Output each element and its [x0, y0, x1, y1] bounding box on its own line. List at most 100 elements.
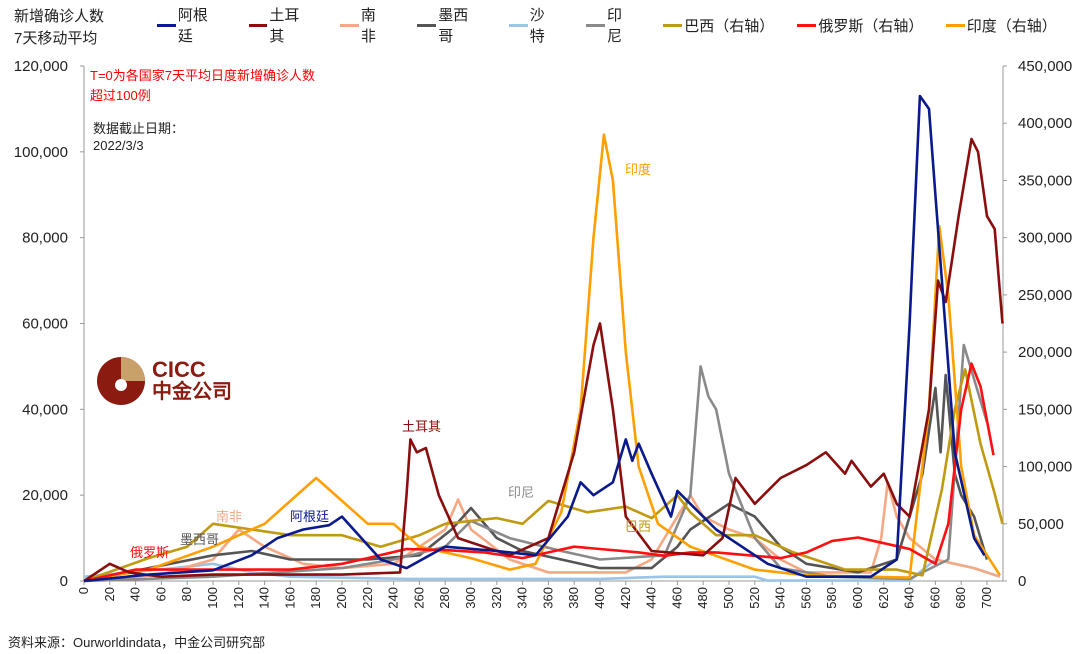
- x-tick-label: 340: [515, 587, 530, 609]
- series-line-7: [83, 362, 995, 583]
- legend-item: 南非: [340, 4, 389, 46]
- x-tick-label: 640: [902, 587, 917, 609]
- legend-swatch: [797, 23, 817, 27]
- title-line1: 新增确诊人数: [14, 8, 105, 25]
- series-line-3: [83, 373, 989, 583]
- x-tick-label: 120: [231, 587, 246, 609]
- legend-label: 巴西（右轴）: [684, 17, 775, 35]
- legend-label: 俄罗斯（右轴）: [818, 17, 924, 35]
- series-label: 巴西: [625, 519, 651, 534]
- right-tick-label: 450,000: [1018, 58, 1072, 75]
- x-tick-label: 100: [205, 587, 220, 609]
- x-tick-label: 0: [76, 587, 91, 594]
- x-tick-label: 400: [592, 587, 607, 609]
- legend-swatch: [586, 23, 605, 27]
- right-tick-label: 150,000: [1018, 401, 1072, 418]
- series-label: 土耳其: [402, 419, 441, 434]
- right-tick-label: 300,000: [1018, 230, 1072, 247]
- legend-label: 沙特: [529, 7, 545, 45]
- x-tick-label: 280: [437, 587, 452, 609]
- x-tick-label: 260: [411, 587, 426, 609]
- x-tick-label: 220: [360, 587, 375, 609]
- logo-cn: 中金公司: [152, 381, 232, 403]
- x-tick-label: 60: [153, 587, 168, 601]
- x-tick-label: 460: [669, 587, 684, 609]
- legend-label: 土耳其: [269, 7, 300, 45]
- series-label: 阿根廷: [290, 509, 329, 524]
- legend-item: 土耳其: [248, 4, 313, 46]
- x-tick-label: 380: [566, 587, 581, 609]
- x-tick-label: 360: [540, 587, 555, 609]
- legend-item: 阿根廷: [157, 4, 221, 46]
- logo-en: CICC: [152, 357, 206, 382]
- right-tick-label: 400,000: [1018, 115, 1072, 132]
- legend-swatch: [945, 23, 965, 27]
- right-tick-label: 0: [1018, 573, 1026, 590]
- x-tick-label: 620: [876, 587, 891, 609]
- legend-label: 南非: [360, 7, 376, 45]
- x-tick-label: 540: [773, 587, 788, 609]
- left-tick-label: 100,000: [14, 144, 68, 161]
- legend-swatch: [508, 23, 528, 27]
- x-tick-label: 300: [463, 587, 478, 609]
- x-tick-label: 40: [128, 587, 143, 601]
- legend-swatch: [417, 23, 437, 27]
- x-tick-label: 420: [618, 587, 633, 609]
- x-tick-label: 320: [489, 587, 504, 609]
- legend-swatch: [340, 23, 359, 27]
- left-tick-label: 40,000: [22, 401, 68, 418]
- series-line-6: [83, 367, 1004, 583]
- x-tick-label: 560: [798, 587, 813, 609]
- note-line2: 超过100例: [90, 88, 151, 103]
- title-line2: 7天移动平均: [14, 30, 98, 47]
- legend-label: 阿根廷: [177, 7, 208, 45]
- legend-item: 沙特: [508, 4, 558, 46]
- x-tick-label: 700: [979, 587, 994, 609]
- series-label: 印度: [625, 162, 651, 177]
- legend: 阿根廷 土耳其 南非 墨西哥 沙特 印尼 巴西（右轴） 俄罗斯（右轴） 印度（右轴）: [157, 4, 1080, 46]
- legend-label: 印度（右轴）: [966, 17, 1057, 35]
- right-tick-label: 250,000: [1018, 287, 1072, 304]
- left-tick-label: 120,000: [14, 58, 68, 75]
- right-tick-label: 100,000: [1018, 459, 1072, 476]
- series-line-1: [83, 137, 1004, 583]
- left-tick-label: 20,000: [22, 487, 68, 504]
- x-tick-label: 140: [257, 587, 272, 609]
- x-tick-label: 680: [953, 587, 968, 609]
- x-tick-label: 20: [102, 587, 117, 601]
- series-label: 俄罗斯: [130, 545, 169, 560]
- right-tick-label: 350,000: [1018, 172, 1072, 189]
- date-note: 数据截止日期： 2022/3/3: [93, 120, 184, 154]
- x-tick-label: 660: [927, 587, 942, 609]
- right-tick-label: 50,000: [1018, 516, 1064, 533]
- series-label: 南非: [216, 509, 242, 524]
- legend-label: 墨西哥: [438, 7, 469, 45]
- legend-label: 印尼: [606, 7, 622, 45]
- legend-item: 巴西（右轴）: [663, 4, 775, 46]
- logo-mark-icon: [97, 357, 145, 405]
- series-label: 印尼: [508, 485, 534, 500]
- source-note: 资料来源：Ourworldindata，中金公司研究部: [8, 635, 266, 650]
- cicc-logo: CICC 中金公司: [96, 356, 232, 406]
- legend-swatch: [157, 23, 176, 27]
- definition-note: T=0为各国家7天平均日度新增确诊人数 超过100例: [90, 66, 315, 106]
- date-label: 数据截止日期：: [93, 121, 185, 136]
- left-tick-label: 60,000: [22, 316, 68, 333]
- x-tick-label: 600: [850, 587, 865, 609]
- x-tick-label: 160: [282, 587, 297, 609]
- legend-item: 印尼: [586, 4, 635, 46]
- series-label: 墨西哥: [180, 532, 219, 547]
- left-tick-label: 0: [60, 573, 68, 590]
- legend-item: 印度（右轴）: [945, 4, 1057, 46]
- x-tick-label: 200: [334, 587, 349, 609]
- x-tick-label: 440: [644, 587, 659, 609]
- legend-item: 墨西哥: [417, 4, 481, 46]
- x-tick-label: 180: [308, 587, 323, 609]
- x-tick-label: 80: [179, 587, 194, 601]
- x-tick-label: 480: [695, 587, 710, 609]
- x-tick-label: 500: [721, 587, 736, 609]
- legend-swatch: [248, 23, 268, 27]
- left-axis-title: 新增确诊人数 7天移动平均: [14, 6, 104, 50]
